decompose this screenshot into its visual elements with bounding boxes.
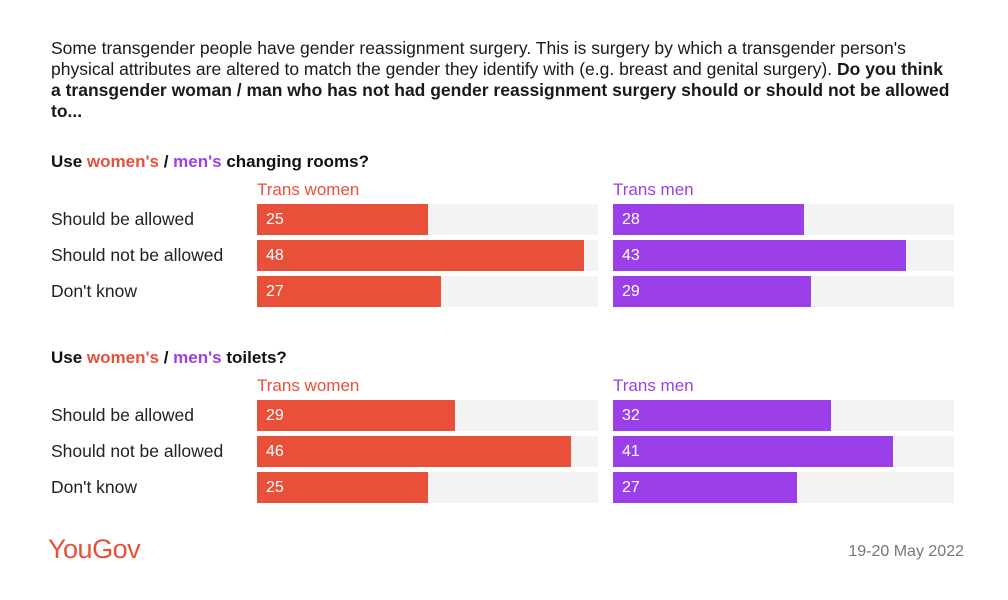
series-label: Trans women <box>257 376 360 395</box>
category-label: Should be allowed <box>51 405 195 425</box>
bar: 41 <box>613 436 893 467</box>
panel-title-prefix: Use <box>51 152 87 171</box>
survey-date: 19-20 May 2022 <box>848 543 964 560</box>
bar-value-label: 29 <box>622 283 640 300</box>
bar-value-label: 46 <box>266 443 284 460</box>
panel-title-prefix: Use <box>51 348 87 367</box>
bar: 27 <box>613 472 798 503</box>
bar-value-label: 41 <box>622 443 640 460</box>
panel-title-suffix: changing rooms? <box>221 152 369 171</box>
panel-title-men: men's <box>173 348 222 367</box>
panel-title-women: women's <box>86 152 159 171</box>
bar-track: 43 <box>613 240 954 271</box>
bar: 46 <box>257 436 571 467</box>
bar-track: 32 <box>613 400 954 431</box>
bar-value-label: 32 <box>622 407 640 424</box>
bar: 29 <box>257 400 455 431</box>
bar-value-label: 27 <box>266 283 284 300</box>
intro-paragraph: Some transgender people have gender reas… <box>51 38 951 122</box>
panel-title-women: women's <box>86 348 159 367</box>
series-label: Trans men <box>613 376 694 395</box>
panel-title-suffix: toilets? <box>221 348 287 367</box>
bar-value-label: 27 <box>622 479 640 496</box>
bar-track: 48 <box>257 240 598 271</box>
bar: 32 <box>613 400 832 431</box>
bar: 29 <box>613 276 811 307</box>
panel-title: Use women's / men's changing rooms? <box>51 152 369 172</box>
bar-value-label: 25 <box>266 211 284 228</box>
panel-title-sep: / <box>158 152 174 171</box>
panel-title-men: men's <box>173 152 222 171</box>
bar: 25 <box>257 204 428 235</box>
series-label: Trans men <box>613 180 694 199</box>
series-label: Trans women <box>257 180 360 199</box>
bar-track: 25 <box>257 472 598 503</box>
bar-track: 27 <box>613 472 954 503</box>
bar-value-label: 25 <box>266 479 284 496</box>
bar-track: 25 <box>257 204 598 235</box>
bar-track: 41 <box>613 436 954 467</box>
bar-track: 29 <box>257 400 598 431</box>
category-label: Don't know <box>51 281 138 301</box>
category-label: Don't know <box>51 477 138 497</box>
bar-value-label: 48 <box>266 247 284 264</box>
bar: 48 <box>257 240 585 271</box>
panel-title-sep: / <box>158 348 174 367</box>
yougov-logo: YouGov <box>48 534 141 564</box>
bar-value-label: 29 <box>266 407 284 424</box>
bar-track: 46 <box>257 436 598 467</box>
category-label: Should not be allowed <box>51 441 224 461</box>
bar: 27 <box>257 276 442 307</box>
question-text: Do you think a transgender woman / man w… <box>51 59 950 121</box>
bar-value-label: 43 <box>622 247 640 264</box>
bar-track: 29 <box>613 276 954 307</box>
bar: 25 <box>257 472 428 503</box>
intro-text: Some transgender people have gender reas… <box>51 38 906 79</box>
bar: 43 <box>613 240 907 271</box>
bar-track: 27 <box>257 276 598 307</box>
category-label: Should not be allowed <box>51 245 224 265</box>
bar-track: 28 <box>613 204 954 235</box>
panel-title: Use women's / men's toilets? <box>51 348 287 368</box>
bar: 28 <box>613 204 804 235</box>
category-label: Should be allowed <box>51 209 195 229</box>
bar-value-label: 28 <box>622 211 640 228</box>
